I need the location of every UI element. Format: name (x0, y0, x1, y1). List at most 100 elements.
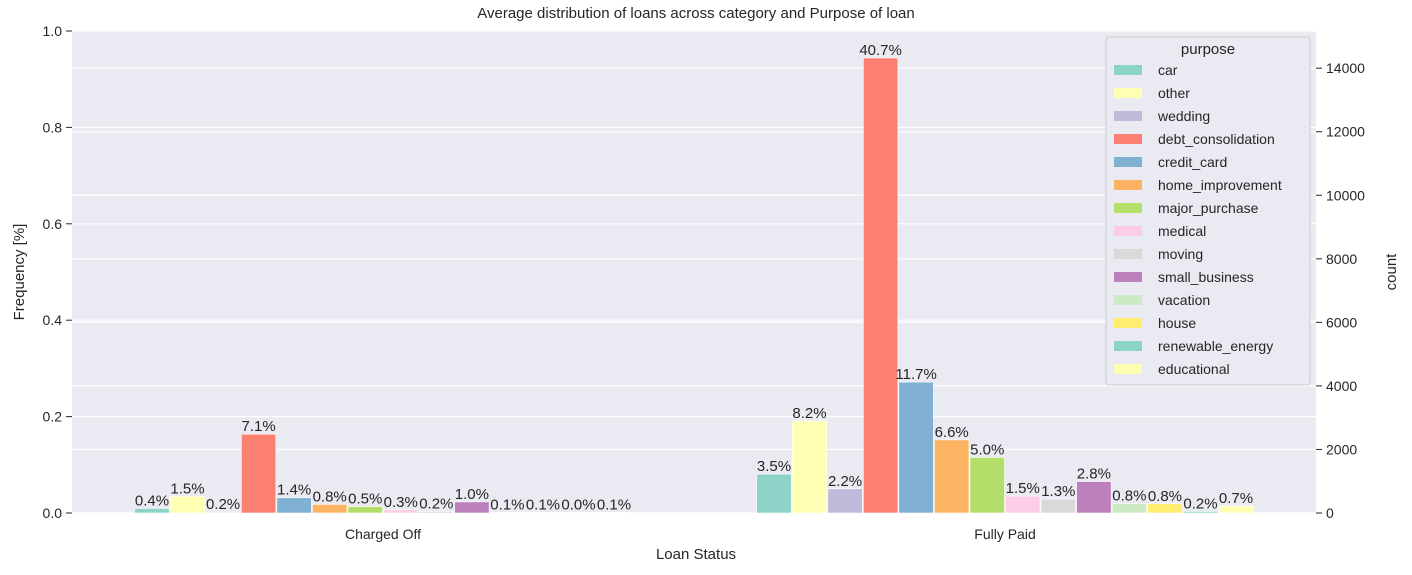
bar-label: 0.8% (313, 488, 347, 505)
legend-swatch (1114, 318, 1142, 328)
bar-label: 40.7% (859, 42, 902, 59)
legend-label: house (1158, 315, 1196, 331)
legend-swatch (1114, 203, 1142, 213)
bar (1112, 503, 1147, 513)
legend-label: debt_consolidation (1158, 131, 1275, 147)
legend-label: car (1158, 62, 1178, 78)
y-axis-label: Frequency [%] (11, 224, 28, 321)
legend-label: medical (1158, 223, 1206, 239)
legend-label: other (1158, 85, 1190, 101)
legend-label: major_purchase (1158, 200, 1259, 216)
bar-label: 0.2% (1183, 495, 1217, 512)
left-tick-label: 0.8 (43, 119, 63, 135)
left-tick-label: 0.4 (43, 312, 63, 328)
bar-label: 2.2% (828, 473, 862, 490)
left-tick-label: 0.0 (43, 505, 63, 521)
bar-label: 0.4% (135, 492, 169, 509)
x-tick-label: Fully Paid (974, 526, 1035, 542)
right-tick-label: 10000 (1326, 187, 1365, 203)
legend-swatch (1114, 341, 1142, 351)
legend-swatch (1114, 134, 1142, 144)
legend-swatch (1114, 111, 1142, 121)
x-axis: Charged Off Fully Paid (345, 526, 1036, 542)
bar-label: 1.5% (1006, 480, 1040, 497)
right-tick-label: 4000 (1326, 378, 1357, 394)
bar-label: 1.4% (277, 482, 311, 499)
bar-label: 0.5% (348, 491, 382, 508)
bar-label: 0.1% (526, 496, 560, 513)
bar (970, 457, 1005, 513)
right-tick-label: 2000 (1326, 441, 1357, 457)
bar (170, 496, 205, 513)
bar (1148, 504, 1183, 513)
legend-swatch (1114, 249, 1142, 259)
legend-label: vacation (1158, 292, 1210, 308)
bar (1006, 496, 1041, 513)
bar-label: 5.0% (970, 441, 1004, 458)
chart-title: Average distribution of loans across cat… (477, 5, 915, 22)
legend-label: wedding (1157, 108, 1210, 124)
bar-label: 0.1% (597, 496, 631, 513)
bar (1041, 499, 1076, 513)
bar-label: 6.6% (935, 424, 969, 441)
legend-label: home_improvement (1158, 177, 1282, 193)
bar-label: 7.1% (241, 418, 275, 435)
bar (792, 421, 827, 513)
bar-label: 0.8% (1148, 488, 1182, 505)
left-tick-label: 1.0 (43, 23, 63, 39)
left-tick-label: 0.6 (43, 216, 63, 232)
x-axis-label: Loan Status (656, 546, 736, 563)
bar-label: 3.5% (757, 458, 791, 475)
bar-label: 0.2% (419, 495, 453, 512)
legend-label: credit_card (1158, 154, 1227, 170)
bar (312, 504, 347, 513)
left-axis: 0.0 0.2 0.4 0.6 0.8 1.0 (43, 23, 72, 521)
bar-label: 0.7% (1219, 490, 1253, 507)
bar-label: 0.1% (490, 496, 524, 513)
legend-swatch (1114, 88, 1142, 98)
bar-label: 1.3% (1041, 483, 1075, 500)
bar-label: 1.5% (170, 480, 204, 497)
legend-swatch (1114, 295, 1142, 305)
legend-swatch (1114, 226, 1142, 236)
bar-label: 2.8% (1077, 466, 1111, 483)
bar (455, 502, 490, 513)
legend-swatch (1114, 157, 1142, 167)
legend-label: moving (1158, 246, 1203, 262)
bar (828, 489, 863, 513)
legend-swatch (1114, 180, 1142, 190)
bar (1219, 506, 1254, 513)
legend: purpose car other wedding debt_consolidatio… (1106, 37, 1310, 385)
bar-label: 0.0% (561, 497, 595, 514)
bar-label: 1.0% (455, 486, 489, 503)
legend-swatch (1114, 364, 1142, 374)
bar-label: 0.2% (206, 496, 240, 513)
bar (277, 498, 312, 513)
right-tick-label: 0 (1326, 505, 1334, 521)
bar-label: 0.8% (1112, 487, 1146, 504)
bar (1077, 482, 1112, 513)
bar (899, 382, 934, 513)
bar (934, 440, 969, 513)
bar (241, 434, 276, 513)
right-tick-label: 8000 (1326, 251, 1357, 267)
legend-swatch (1114, 65, 1142, 75)
left-tick-label: 0.2 (43, 409, 63, 425)
bar (757, 474, 792, 513)
legend-label: small_business (1158, 269, 1254, 285)
legend-label: educational (1158, 361, 1230, 377)
right-tick-label: 6000 (1326, 314, 1357, 330)
bar-label: 0.3% (384, 494, 418, 511)
bar (863, 58, 898, 513)
bar-label: 8.2% (792, 405, 826, 422)
legend-swatch (1114, 272, 1142, 282)
right-axis: 0 2000 4000 6000 8000 10000 12000 14000 (1316, 60, 1365, 521)
legend-title: purpose (1181, 41, 1235, 58)
y2-axis-label: count (1383, 253, 1400, 291)
right-tick-label: 12000 (1326, 124, 1365, 140)
x-tick-label: Charged Off (345, 526, 421, 542)
right-tick-label: 14000 (1326, 60, 1365, 76)
legend-label: renewable_energy (1158, 338, 1273, 354)
bar-label: 11.7% (895, 366, 936, 383)
